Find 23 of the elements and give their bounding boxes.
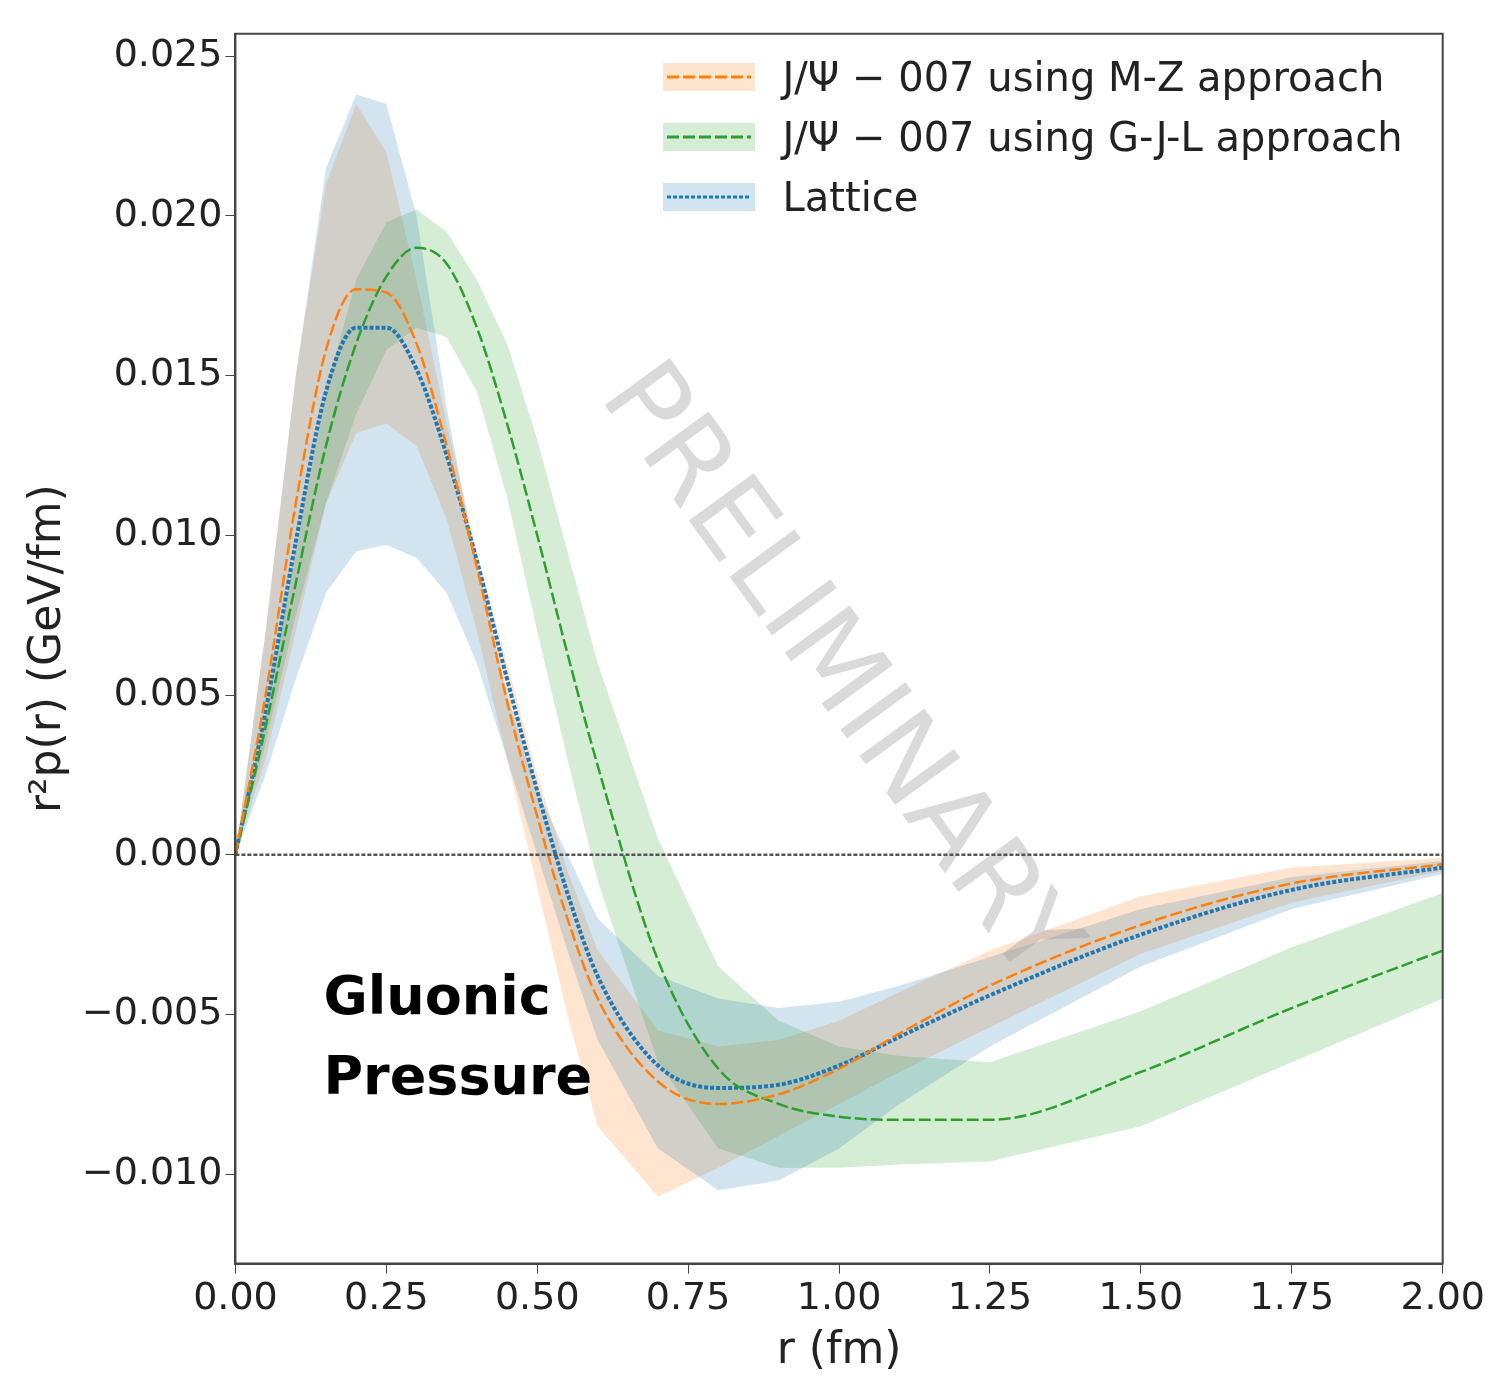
x-tick-label: 1.25 bbox=[947, 1274, 1033, 1319]
x-tick-label: 0.50 bbox=[494, 1274, 580, 1319]
y-tick-label: −0.005 bbox=[81, 989, 223, 1034]
y-axis-title: r²p(r) (GeV/fm) bbox=[18, 484, 70, 814]
x-tick-label: 0.00 bbox=[193, 1274, 278, 1319]
legend-label: Lattice bbox=[782, 173, 919, 220]
x-axis-title: r (fm) bbox=[776, 1322, 902, 1374]
legend-label: J/Ψ − 007 using M-Z approach bbox=[782, 53, 1385, 100]
x-tick-label: 1.75 bbox=[1249, 1274, 1335, 1319]
y-tick-label: 0.000 bbox=[113, 829, 223, 874]
y-tick-label: 0.025 bbox=[113, 31, 223, 76]
annotation: Gluonic Pressure bbox=[323, 963, 593, 1107]
y-tick-label: 0.020 bbox=[113, 190, 223, 235]
y-tick-label: 0.005 bbox=[113, 669, 223, 714]
x-tick-label: 1.50 bbox=[1098, 1274, 1184, 1319]
x-tick-label: 0.75 bbox=[645, 1274, 731, 1319]
x-tick-label: 0.25 bbox=[344, 1274, 429, 1319]
legend-label: J/Ψ − 007 using G-J-L approach bbox=[782, 113, 1403, 160]
x-tick-label: 2.00 bbox=[1400, 1274, 1485, 1319]
y-tick-label: 0.015 bbox=[113, 350, 223, 395]
x-tick-label: 1.00 bbox=[796, 1274, 882, 1319]
y-tick-label: 0.010 bbox=[113, 510, 223, 555]
y-tick-label: −0.010 bbox=[81, 1149, 223, 1194]
